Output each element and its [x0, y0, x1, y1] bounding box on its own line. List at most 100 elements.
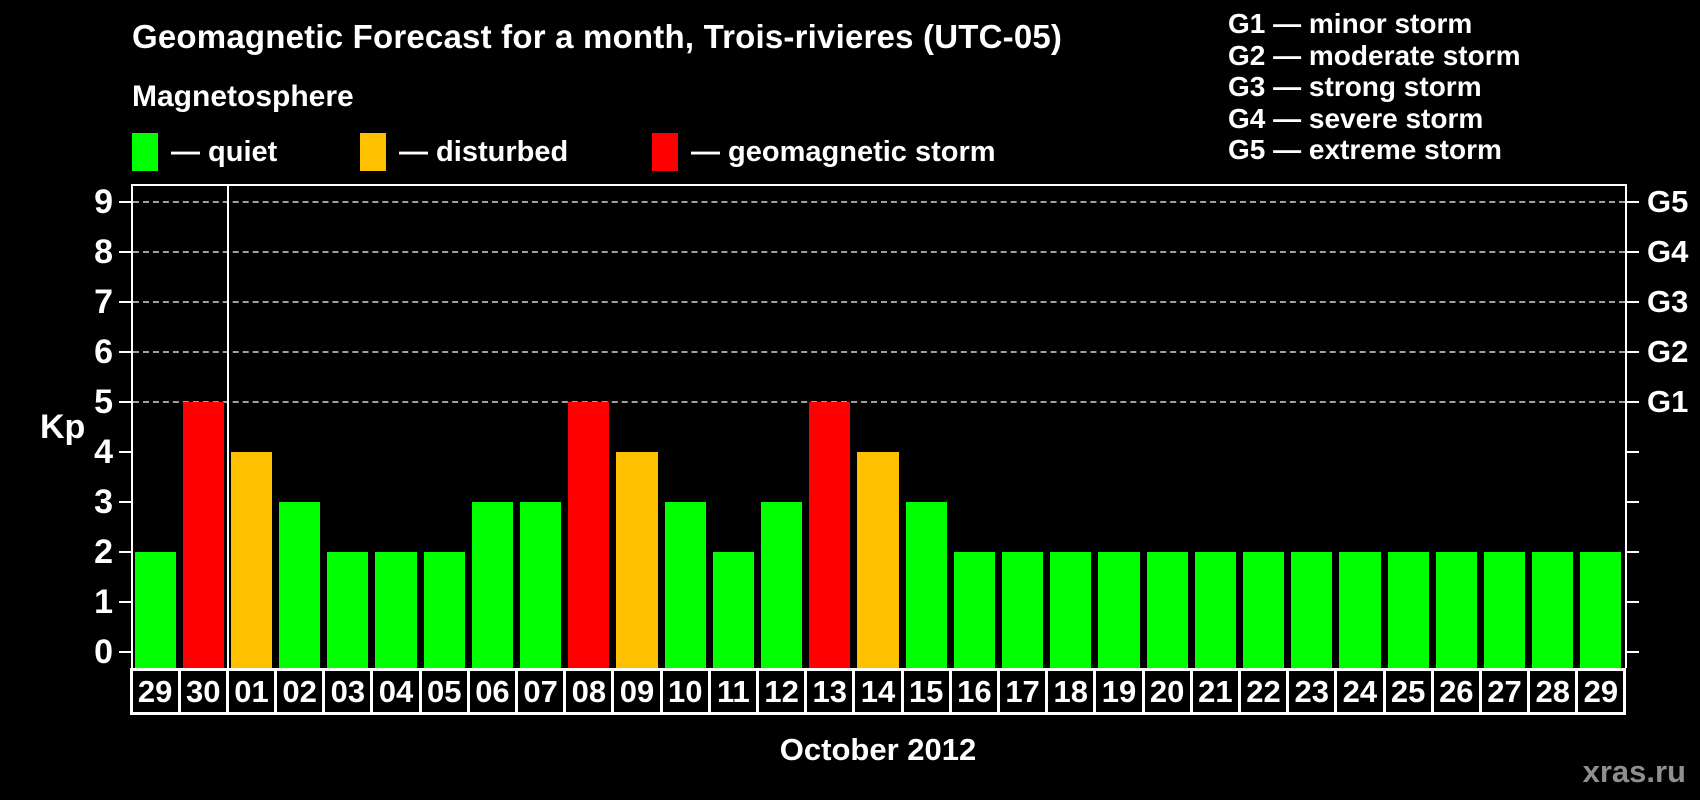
date-cell-17: 17 — [996, 668, 1049, 715]
y-axis-label-7: 7 — [94, 283, 113, 321]
gridline-kp8 — [133, 251, 1625, 253]
bar-day-12-kp3 — [761, 502, 803, 668]
g-legend-line-4: G4 — severe storm — [1228, 102, 1484, 134]
date-cell-07: 07 — [515, 668, 567, 715]
y-tick-left-9 — [119, 201, 131, 203]
bar-day-08-kp5 — [568, 402, 610, 668]
date-cell-02: 02 — [274, 668, 326, 715]
bar-day-25-kp2 — [1387, 552, 1429, 668]
bar-day-19-kp2 — [1098, 552, 1140, 668]
y-axis-label-3: 3 — [94, 483, 113, 521]
legend-item-storm: — geomagnetic storm — [652, 132, 996, 172]
month-boundary-line — [227, 184, 230, 668]
gridline-kp5 — [133, 401, 1625, 403]
bar-day-16-kp2 — [953, 552, 995, 668]
y-axis-label-2: 2 — [94, 533, 113, 571]
date-cell-13: 13 — [804, 668, 856, 715]
y-tick-right-6 — [1627, 351, 1639, 353]
legend-label-storm: — geomagnetic storm — [691, 135, 996, 168]
date-cell-15: 15 — [900, 668, 952, 715]
date-cell-06: 06 — [466, 668, 519, 715]
y-axis-label-6: 6 — [94, 333, 113, 371]
date-cell-23: 23 — [1286, 668, 1338, 715]
date-cell-26: 26 — [1430, 668, 1482, 715]
g-legend-line-1: G1 — minor storm — [1228, 8, 1473, 39]
bar-day-14-kp4 — [857, 452, 899, 668]
g-axis-label-G2: G2 — [1647, 334, 1689, 369]
gridline-kp6 — [133, 351, 1625, 353]
date-cell-25: 25 — [1382, 668, 1434, 715]
g-axis-label-G1: G1 — [1647, 384, 1689, 419]
g-scale-legend: G1 — minor storm G2 — moderate storm G3 — … — [1228, 8, 1521, 166]
bar-day-09-kp4 — [616, 452, 658, 668]
bar-day-10-kp3 — [664, 502, 706, 668]
bar-day-29-kp2 — [134, 552, 176, 668]
date-cell-04: 04 — [370, 668, 422, 715]
y-tick-left-2 — [119, 551, 131, 553]
y-tick-right-2 — [1627, 551, 1639, 553]
bar-day-27-kp2 — [1483, 552, 1526, 668]
y-tick-left-4 — [119, 451, 131, 453]
y-tick-right-4 — [1627, 451, 1639, 453]
bar-day-21-kp2 — [1194, 552, 1236, 668]
y-tick-right-1 — [1627, 601, 1639, 603]
y-axis-label-8: 8 — [94, 233, 113, 271]
date-cell-08: 08 — [563, 668, 615, 715]
y-axis-label-9: 9 — [94, 183, 113, 221]
x-axis-title: October 2012 — [779, 732, 977, 767]
y-axis-title: Kp — [40, 408, 86, 446]
bar-day-05-kp2 — [423, 552, 465, 668]
y-axis-label-0: 0 — [94, 633, 113, 671]
date-cell-11: 11 — [707, 668, 759, 715]
bar-day-06-kp3 — [471, 502, 514, 668]
date-cell-12: 12 — [756, 668, 808, 715]
gridline-kp7 — [133, 301, 1625, 303]
g-legend-line-3: G3 — strong storm — [1228, 71, 1482, 102]
legend-label-disturbed: — disturbed — [399, 135, 569, 168]
bar-day-18-kp2 — [1050, 552, 1092, 668]
y-tick-right-8 — [1627, 251, 1639, 253]
g-axis-label-G5: G5 — [1647, 184, 1689, 219]
bar-day-26-kp2 — [1435, 552, 1477, 668]
y-axis-label-1: 1 — [94, 583, 113, 621]
bar-day-29-kp2 — [1580, 552, 1622, 668]
date-cell-03: 03 — [322, 668, 374, 715]
date-cell-20: 20 — [1141, 668, 1193, 715]
g-axis-label-G3: G3 — [1647, 284, 1689, 319]
y-tick-right-7 — [1627, 301, 1639, 303]
date-cell-05: 05 — [418, 668, 470, 715]
bar-day-28-kp2 — [1532, 552, 1574, 668]
date-cell-30: 30 — [177, 668, 229, 715]
y-tick-left-7 — [119, 301, 131, 303]
g-axis-label-G4: G4 — [1647, 234, 1689, 269]
bar-day-17-kp2 — [1001, 552, 1044, 668]
y-tick-left-5 — [119, 401, 131, 403]
bar-day-20-kp2 — [1146, 552, 1188, 668]
legend-item-quiet: — quiet — [132, 132, 277, 172]
date-cell-24: 24 — [1334, 668, 1386, 715]
bar-day-07-kp3 — [520, 502, 562, 668]
date-cell-29: 29 — [1575, 668, 1627, 715]
bar-day-13-kp5 — [809, 402, 851, 668]
magnetosphere-subtitle: Magnetosphere — [132, 80, 354, 113]
quiet-color-swatch-icon — [132, 133, 158, 171]
y-tick-right-5 — [1627, 401, 1639, 403]
date-cell-14: 14 — [852, 668, 904, 715]
chart-title: Geomagnetic Forecast for a month, Trois-… — [132, 18, 1063, 55]
g-legend-line-5: G5 — extreme storm — [1228, 134, 1502, 165]
date-cell-19: 19 — [1093, 668, 1145, 715]
y-tick-left-3 — [119, 501, 131, 503]
date-cell-16: 16 — [948, 668, 1000, 715]
y-tick-left-8 — [119, 251, 131, 253]
disturbed-color-swatch-icon — [360, 133, 386, 171]
g-legend-line-2: G2 — moderate storm — [1228, 39, 1521, 71]
bar-day-24-kp2 — [1339, 552, 1381, 668]
plot-top-border — [131, 184, 1627, 186]
y-axis-label-5: 5 — [94, 383, 113, 421]
date-cell-01: 01 — [225, 668, 278, 715]
bar-day-04-kp2 — [375, 552, 417, 668]
bar-day-03-kp2 — [327, 552, 369, 668]
y-tick-left-6 — [119, 351, 131, 353]
date-cell-18: 18 — [1045, 668, 1097, 715]
date-cell-22: 22 — [1237, 668, 1290, 715]
